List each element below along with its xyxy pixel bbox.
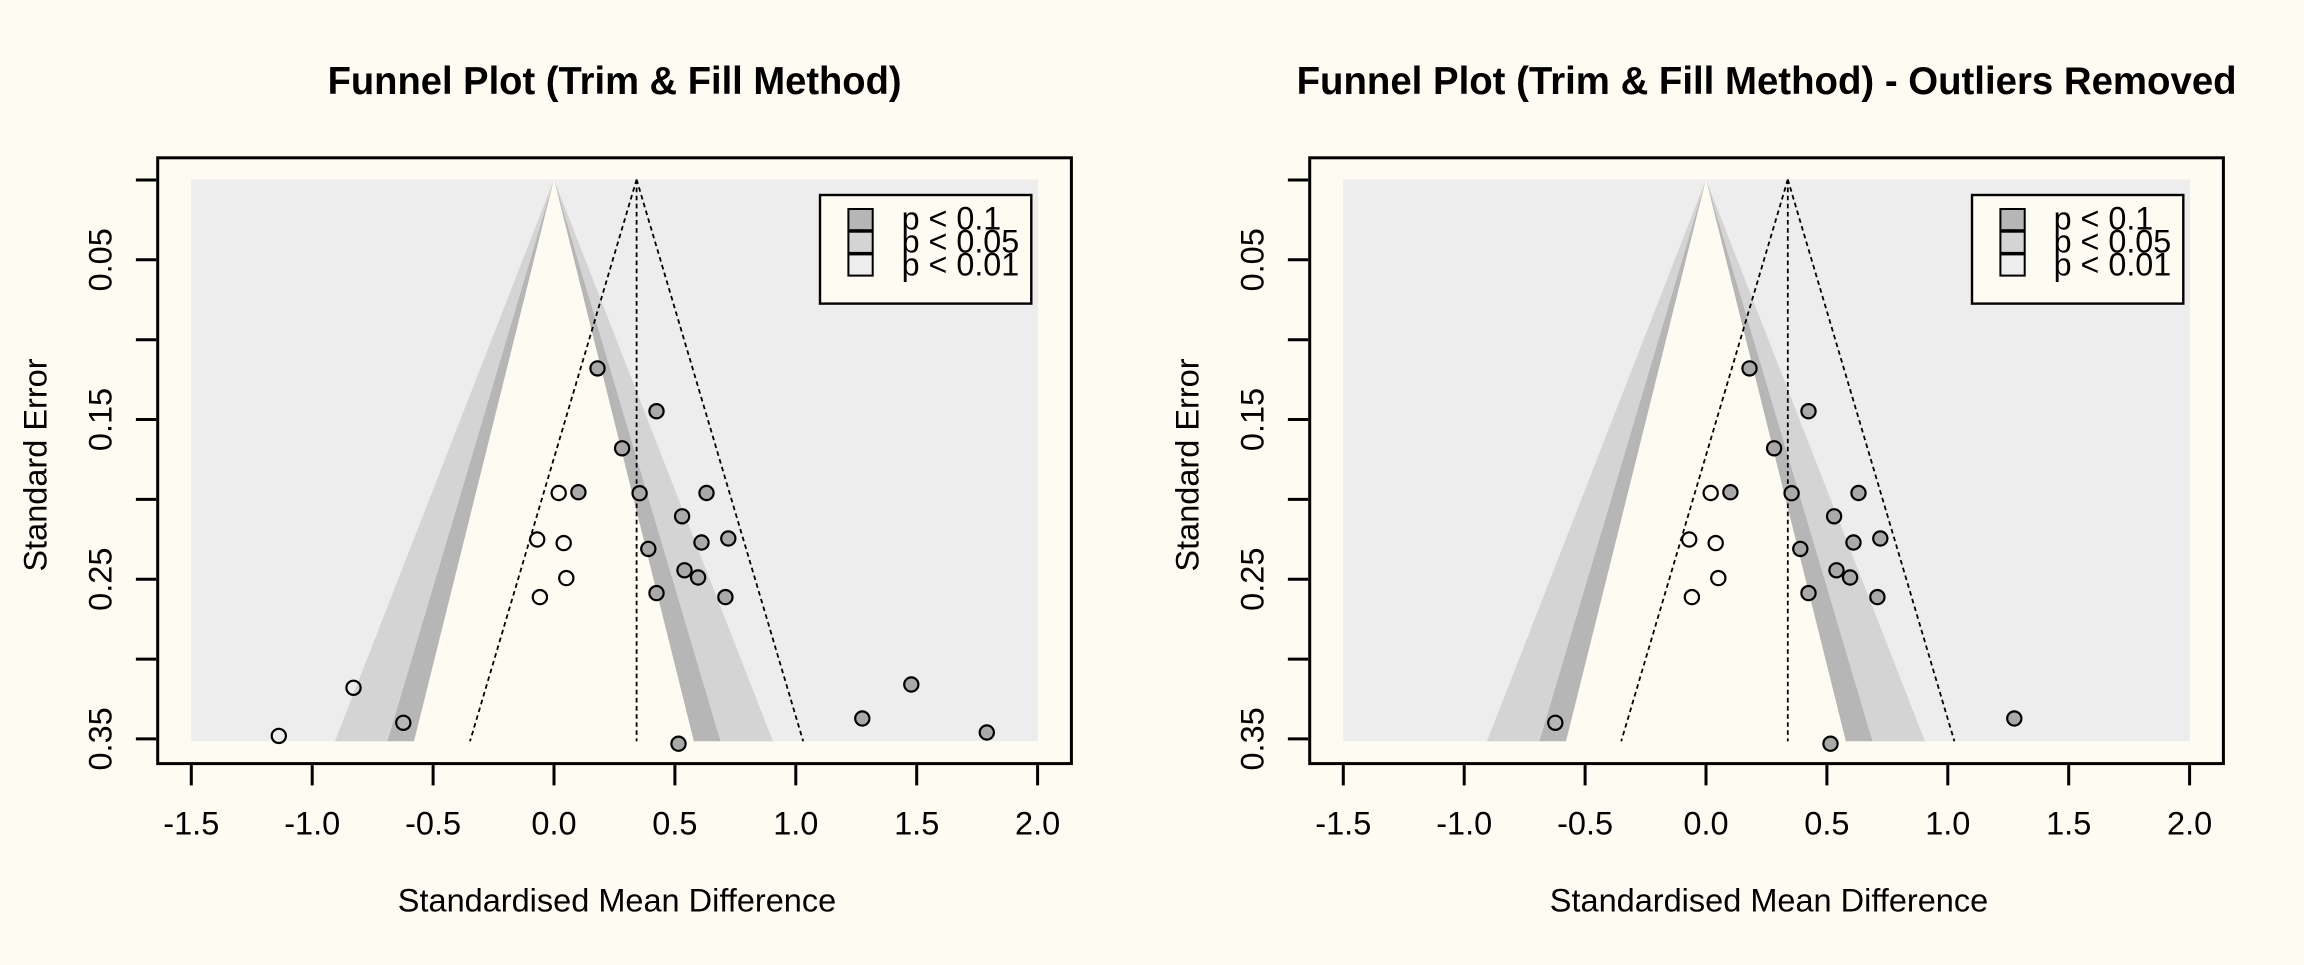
svg-text:-1.5: -1.5 (1315, 806, 1371, 842)
svg-text:0.5: 0.5 (652, 806, 697, 842)
svg-text:Standardised Mean Difference: Standardised Mean Difference (1550, 883, 1988, 919)
svg-text:0.0: 0.0 (1683, 806, 1728, 842)
svg-text:Standard Error: Standard Error (18, 358, 54, 571)
svg-text:1.0: 1.0 (1925, 806, 1970, 842)
svg-text:Standardised Mean Difference: Standardised Mean Difference (398, 883, 836, 919)
svg-text:Funnel Plot (Trim & Fill Metho: Funnel Plot (Trim & Fill Method) - Outli… (1297, 60, 2237, 103)
svg-text:-1.0: -1.0 (1436, 806, 1492, 842)
svg-text:0.05: 0.05 (83, 228, 119, 291)
svg-text:2.0: 2.0 (2167, 806, 2212, 842)
svg-text:1.5: 1.5 (894, 806, 939, 842)
svg-text:0.5: 0.5 (1804, 806, 1849, 842)
svg-text:p < 0.1: p < 0.1 (902, 200, 1002, 236)
svg-text:-0.5: -0.5 (405, 806, 461, 842)
svg-text:1.0: 1.0 (773, 806, 818, 842)
svg-text:0.35: 0.35 (83, 707, 119, 770)
svg-text:p < 0.01: p < 0.01 (902, 247, 1020, 283)
svg-text:Funnel Plot (Trim & Fill Metho: Funnel Plot (Trim & Fill Method) (328, 60, 902, 103)
svg-text:1.5: 1.5 (2046, 806, 2091, 842)
svg-text:p < 0.01: p < 0.01 (2054, 247, 2172, 283)
svg-text:0.15: 0.15 (1235, 388, 1271, 451)
svg-text:p < 0.05: p < 0.05 (2054, 223, 2172, 259)
svg-text:0.25: 0.25 (83, 548, 119, 611)
svg-text:0.25: 0.25 (1235, 548, 1271, 611)
svg-text:-0.5: -0.5 (1557, 806, 1613, 842)
svg-text:0.0: 0.0 (531, 806, 576, 842)
svg-text:0.05: 0.05 (1235, 228, 1271, 291)
svg-text:Standard Error: Standard Error (1170, 358, 1206, 571)
svg-text:2.0: 2.0 (1015, 806, 1060, 842)
svg-text:p < 0.05: p < 0.05 (902, 223, 1020, 259)
svg-text:-1.5: -1.5 (163, 806, 219, 842)
svg-text:0.35: 0.35 (1235, 707, 1271, 770)
svg-text:-1.0: -1.0 (284, 806, 340, 842)
svg-text:p < 0.1: p < 0.1 (2054, 200, 2154, 236)
svg-text:0.15: 0.15 (83, 388, 119, 451)
